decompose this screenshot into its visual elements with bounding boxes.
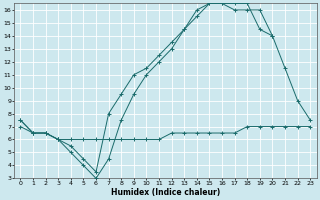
X-axis label: Humidex (Indice chaleur): Humidex (Indice chaleur) (111, 188, 220, 197)
